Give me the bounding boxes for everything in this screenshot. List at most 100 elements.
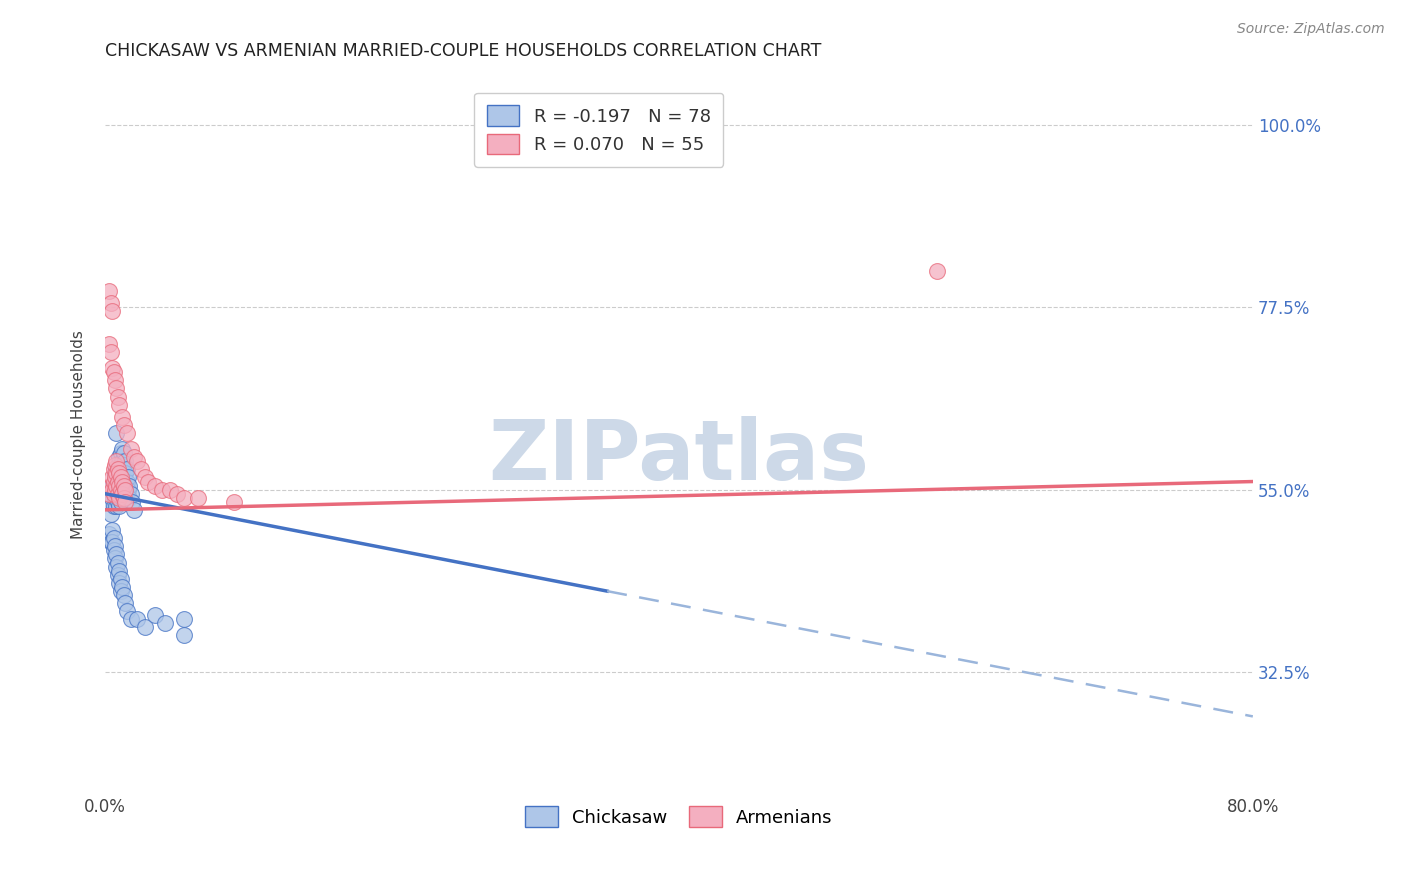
Point — [136, 475, 159, 489]
Point — [125, 612, 148, 626]
Point — [115, 486, 138, 500]
Point — [110, 483, 132, 497]
Point — [114, 495, 136, 509]
Point — [108, 467, 131, 481]
Point — [107, 556, 129, 570]
Point — [107, 470, 129, 484]
Point — [100, 535, 122, 549]
Point — [118, 491, 141, 505]
Point — [104, 458, 127, 473]
Point — [101, 535, 124, 549]
Point — [110, 583, 132, 598]
Point — [104, 551, 127, 566]
Point — [159, 483, 181, 497]
Point — [104, 470, 127, 484]
Point — [101, 483, 124, 497]
Point — [112, 483, 135, 497]
Point — [114, 467, 136, 481]
Point — [108, 478, 131, 492]
Point — [122, 503, 145, 517]
Point — [120, 486, 142, 500]
Point — [108, 499, 131, 513]
Point — [101, 304, 124, 318]
Point — [101, 478, 124, 492]
Point — [104, 539, 127, 553]
Point — [108, 491, 131, 505]
Point — [927, 264, 949, 278]
Point — [101, 523, 124, 537]
Point — [110, 572, 132, 586]
Point — [150, 483, 173, 497]
Point — [101, 491, 124, 505]
Point — [112, 588, 135, 602]
Point — [104, 491, 127, 505]
Point — [108, 450, 131, 465]
Point — [110, 446, 132, 460]
Point — [108, 462, 131, 476]
Point — [143, 608, 166, 623]
Point — [107, 462, 129, 476]
Point — [114, 454, 136, 468]
Point — [111, 467, 134, 481]
Point — [173, 612, 195, 626]
Point — [103, 475, 125, 489]
Point — [103, 365, 125, 379]
Point — [105, 548, 128, 562]
Y-axis label: Married-couple Households: Married-couple Households — [72, 331, 86, 540]
Text: CHICKASAW VS ARMENIAN MARRIED-COUPLE HOUSEHOLDS CORRELATION CHART: CHICKASAW VS ARMENIAN MARRIED-COUPLE HOU… — [105, 42, 821, 60]
Point — [129, 462, 152, 476]
Point — [107, 390, 129, 404]
Point — [111, 475, 134, 489]
Point — [111, 491, 134, 505]
Point — [104, 478, 127, 492]
Point — [108, 564, 131, 578]
Point — [98, 336, 121, 351]
Point — [107, 483, 129, 497]
Point — [101, 361, 124, 376]
Point — [114, 596, 136, 610]
Point — [173, 628, 195, 642]
Point — [112, 478, 135, 492]
Point — [100, 345, 122, 359]
Point — [173, 491, 195, 505]
Point — [115, 604, 138, 618]
Point — [100, 478, 122, 492]
Point — [107, 567, 129, 582]
Point — [115, 462, 138, 476]
Point — [118, 478, 141, 492]
Point — [117, 483, 139, 497]
Legend: Chickasaw, Armenians: Chickasaw, Armenians — [517, 799, 839, 835]
Point — [103, 531, 125, 545]
Point — [101, 470, 124, 484]
Point — [110, 458, 132, 473]
Point — [111, 580, 134, 594]
Point — [155, 616, 177, 631]
Point — [108, 398, 131, 412]
Point — [105, 454, 128, 468]
Point — [112, 417, 135, 432]
Point — [98, 495, 121, 509]
Point — [115, 475, 138, 489]
Point — [134, 620, 156, 634]
Point — [224, 495, 246, 509]
Point — [108, 475, 131, 489]
Text: ZIPatlas: ZIPatlas — [488, 416, 869, 497]
Point — [120, 442, 142, 457]
Point — [103, 486, 125, 500]
Point — [105, 462, 128, 476]
Point — [122, 450, 145, 465]
Point — [105, 559, 128, 574]
Point — [104, 483, 127, 497]
Point — [166, 486, 188, 500]
Point — [114, 483, 136, 497]
Point — [111, 454, 134, 468]
Point — [105, 499, 128, 513]
Point — [110, 495, 132, 509]
Point — [112, 491, 135, 505]
Point — [110, 470, 132, 484]
Point — [112, 446, 135, 460]
Point — [107, 475, 129, 489]
Point — [114, 478, 136, 492]
Point — [125, 454, 148, 468]
Point — [98, 486, 121, 500]
